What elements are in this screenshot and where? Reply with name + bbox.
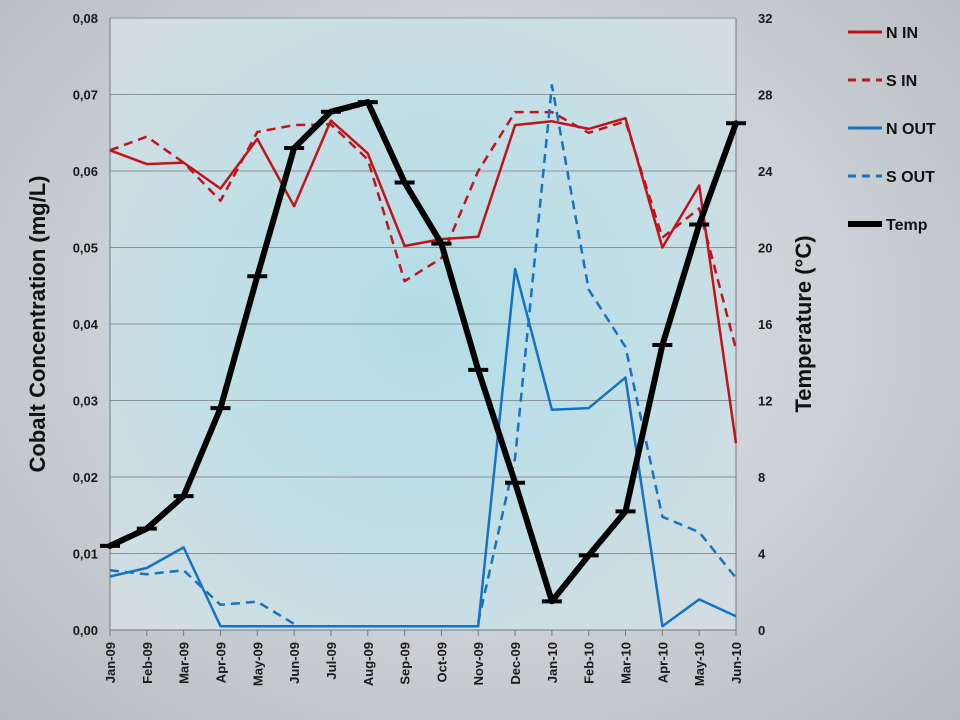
y2-tick-label: 32 <box>758 11 772 26</box>
x-tick-label: Apr-10 <box>655 642 670 683</box>
x-tick-label: May-09 <box>250 642 265 686</box>
y2-tick-label: 8 <box>758 470 765 485</box>
x-tick-label: Jan-09 <box>103 642 118 683</box>
x-tick-label: Feb-10 <box>582 642 597 684</box>
y-tick-label: 0,01 <box>73 547 98 562</box>
x-tick-label: Sep-09 <box>398 642 413 685</box>
axes <box>109 18 737 636</box>
x-tick-label: Mar-09 <box>177 642 192 684</box>
y-tick-label: 0,06 <box>73 164 98 179</box>
x-tick-label: May-10 <box>692 642 707 686</box>
series-line-s-in <box>109 110 738 350</box>
legend-label: N IN <box>886 25 918 42</box>
y-tick-label: 0,04 <box>73 317 99 332</box>
legend-label: N OUT <box>886 121 936 138</box>
y-axis-title: Cobalt Concentration (mg/L) <box>25 176 50 473</box>
y2-tick-label: 20 <box>758 241 772 256</box>
y2-tick-label: 4 <box>758 547 766 562</box>
series-layer <box>100 84 746 628</box>
x-tick-label: Jul-09 <box>324 642 339 680</box>
x-tick-label: Feb-09 <box>140 642 155 684</box>
y2-axis-title: Temperature (°C) <box>791 235 816 412</box>
y2-tick-label: 12 <box>758 394 772 409</box>
x-tick-label: Oct-09 <box>434 642 449 682</box>
legend: N IN S IN N OUT S OUT Temp <box>848 25 936 234</box>
y-tick-label: 0,03 <box>73 394 98 409</box>
x-tick-label: Jan-10 <box>545 642 560 683</box>
legend-label: Temp <box>886 217 928 234</box>
y-tick-label: 0,02 <box>73 470 98 485</box>
series-line-s-out <box>109 569 295 625</box>
x-tick-label: Jun-09 <box>287 642 302 684</box>
y2-tick-label: 28 <box>758 88 772 103</box>
tick-labels: 0,00 0,01 0,02 0,03 0,04 0,05 0,06 0,07 0,08 0 4 8 1… <box>73 11 774 686</box>
x-tick-label: Dec-09 <box>508 642 523 685</box>
series-line-n-out <box>109 267 737 628</box>
x-tick-label: Nov-09 <box>471 642 486 685</box>
y-tick-label: 0,05 <box>73 241 98 256</box>
legend-label: S IN <box>886 73 917 90</box>
x-tick-label: Aug-09 <box>361 642 376 686</box>
legend-label: S OUT <box>886 169 935 186</box>
series-line-s-out <box>476 84 737 623</box>
x-tick-label: Jun-10 <box>729 642 744 684</box>
y2-tick-label: 24 <box>758 164 773 179</box>
x-tick-label: Mar-10 <box>619 642 634 684</box>
x-tick-label: Apr-09 <box>213 642 228 683</box>
y2-tick-label: 16 <box>758 317 772 332</box>
y-tick-label: 0,00 <box>73 623 98 638</box>
y-tick-label: 0,07 <box>73 88 98 103</box>
y-tick-label: 0,08 <box>73 11 98 26</box>
series-line-temp <box>107 99 739 605</box>
y2-tick-label: 0 <box>758 623 765 638</box>
